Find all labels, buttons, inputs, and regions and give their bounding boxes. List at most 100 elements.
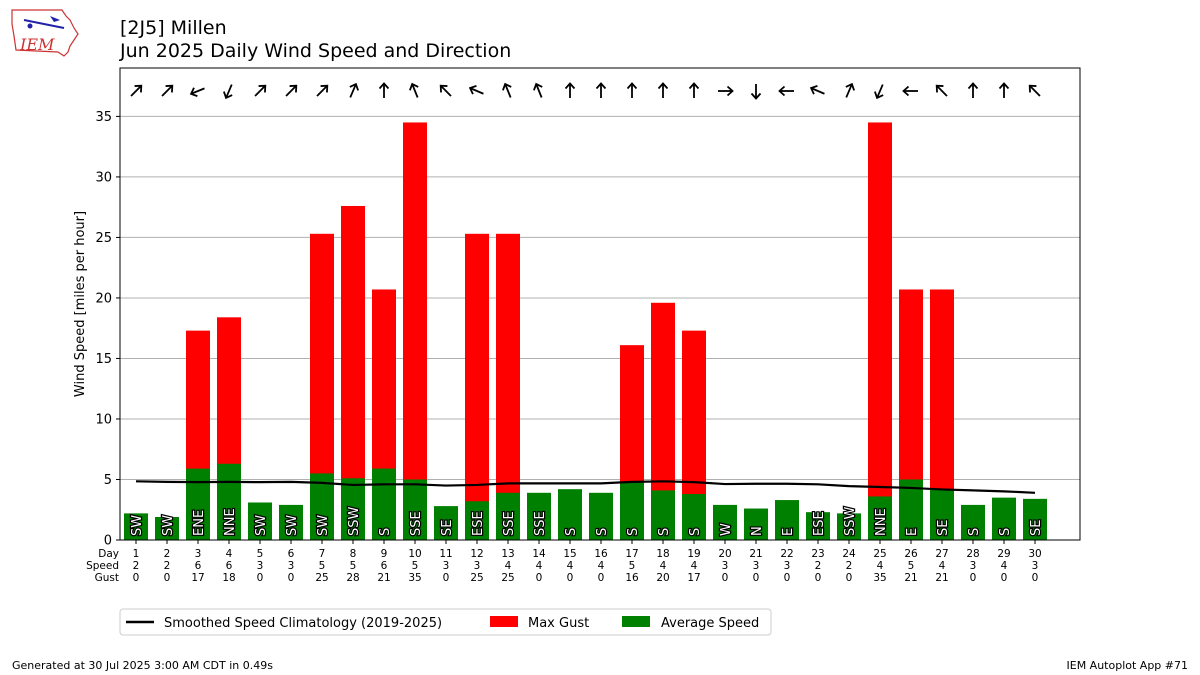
direction-label: SW bbox=[316, 515, 331, 536]
avg-speed-bar bbox=[310, 473, 334, 540]
direction-arrow bbox=[223, 84, 233, 100]
speed-label: 2 bbox=[846, 560, 853, 572]
day-label: 25 bbox=[873, 548, 886, 560]
avg-speed-bar bbox=[620, 481, 644, 540]
speed-label: 3 bbox=[722, 560, 729, 572]
speed-label: 4 bbox=[1001, 560, 1008, 572]
avg-speed-bar bbox=[992, 497, 1016, 540]
day-label: 15 bbox=[563, 548, 576, 560]
avg-speed-bar bbox=[713, 504, 737, 540]
day-label: 20 bbox=[718, 548, 731, 560]
chart-title-period: Jun 2025 Daily Wind Speed and Direction bbox=[120, 40, 512, 62]
y-tick-label: 30 bbox=[95, 170, 112, 185]
app-label: IEM Autoplot App #71 bbox=[1066, 659, 1189, 672]
direction-arrow bbox=[902, 85, 918, 97]
gust-label: 0 bbox=[567, 572, 574, 584]
gust-bar bbox=[403, 122, 427, 540]
direction-arrow bbox=[564, 82, 576, 98]
legend-swatch-avg bbox=[622, 616, 650, 627]
avg-speed-bar bbox=[682, 494, 706, 540]
direction-label: S bbox=[378, 528, 393, 536]
day-label: 16 bbox=[594, 548, 608, 560]
direction-arrow bbox=[809, 85, 825, 95]
y-axis-label: Wind Speed [miles per hour] bbox=[73, 211, 88, 397]
direction-arrow bbox=[349, 82, 359, 98]
speed-label: 3 bbox=[784, 560, 791, 572]
legend-label-gust: Max Gust bbox=[528, 616, 589, 631]
day-label: 18 bbox=[656, 548, 669, 560]
direction-label: S bbox=[595, 528, 610, 536]
day-label: 29 bbox=[997, 548, 1010, 560]
y-tick-label: 10 bbox=[95, 412, 112, 427]
avg-speed-bar bbox=[403, 479, 427, 540]
direction-label: SW bbox=[254, 515, 269, 536]
legend-box bbox=[119, 608, 772, 636]
climatology-layer bbox=[135, 480, 1036, 494]
y-tick-label: 20 bbox=[95, 291, 112, 306]
legend-label-climatology: Smoothed Speed Climatology (2019-2025) bbox=[164, 616, 442, 631]
chart-title-station: [2J5] Millen bbox=[120, 17, 227, 39]
gust-label: 0 bbox=[598, 572, 605, 584]
day-label: 1 bbox=[133, 548, 140, 560]
gust-label: 0 bbox=[970, 572, 977, 584]
direction-label: S bbox=[688, 528, 703, 536]
speed-label: 5 bbox=[319, 560, 326, 572]
gust-bar bbox=[496, 233, 520, 541]
speed-label: 4 bbox=[598, 560, 605, 572]
direction-arrow bbox=[533, 82, 543, 98]
avg-speed-bar bbox=[217, 463, 241, 540]
y-tick-label: 5 bbox=[104, 473, 112, 488]
direction-label: S bbox=[657, 528, 672, 536]
direction-arrow bbox=[254, 84, 267, 97]
speed-label: 4 bbox=[660, 560, 667, 572]
direction-arrow bbox=[1028, 84, 1041, 97]
avg-speed-bar bbox=[465, 501, 489, 540]
direction-arrow bbox=[595, 82, 607, 98]
speed-label: 5 bbox=[629, 560, 636, 572]
avg-speed-bar bbox=[496, 492, 520, 540]
speed-label: 2 bbox=[164, 560, 171, 572]
generated-timestamp: Generated at 30 Jul 2025 3:00 AM CDT in … bbox=[12, 659, 273, 672]
speed-label: 6 bbox=[195, 560, 202, 572]
direction-label: S bbox=[998, 528, 1013, 536]
direction-arrow bbox=[626, 82, 638, 98]
speed-label: 3 bbox=[753, 560, 760, 572]
gust-label: 21 bbox=[935, 572, 948, 584]
avg-speed-bar bbox=[279, 504, 303, 540]
avg-speed-bar bbox=[186, 468, 210, 540]
gust-label: 0 bbox=[722, 572, 729, 584]
gust-label: 35 bbox=[873, 572, 886, 584]
direction-arrow bbox=[468, 85, 484, 95]
direction-arrows-layer bbox=[130, 82, 1041, 100]
gust-label: 17 bbox=[687, 572, 700, 584]
avg-speed-bar bbox=[124, 513, 148, 540]
gust-label: 16 bbox=[625, 572, 639, 584]
gust-label: 21 bbox=[377, 572, 390, 584]
avg-speed-bar bbox=[651, 490, 675, 540]
direction-arrow bbox=[189, 87, 205, 97]
gust-label: 0 bbox=[536, 572, 543, 584]
gust-label: 18 bbox=[222, 572, 235, 584]
direction-label: ESE bbox=[812, 511, 827, 536]
direction-label: SSE bbox=[502, 511, 517, 536]
avg-speed-bar bbox=[930, 489, 954, 540]
speed-label: 3 bbox=[970, 560, 977, 572]
y-tick-label: 0 bbox=[104, 534, 112, 549]
direction-label: SSW bbox=[347, 506, 362, 536]
bars-layer bbox=[124, 122, 1047, 541]
direction-arrow bbox=[874, 84, 884, 100]
direction-arrow bbox=[285, 84, 298, 97]
direction-labels-layer: SW SW ENE NNE SW SW SW SSW S SSE SE ESE SSE SSE S S S S S W… bbox=[129, 505, 1045, 537]
direction-label: SE bbox=[440, 520, 455, 536]
speed-label: 4 bbox=[877, 560, 884, 572]
direction-arrow bbox=[967, 82, 979, 98]
avg-speed-bar bbox=[899, 479, 923, 540]
gust-label: 35 bbox=[408, 572, 421, 584]
gust-label: 0 bbox=[443, 572, 450, 584]
gust-label: 0 bbox=[257, 572, 264, 584]
day-label: 12 bbox=[470, 548, 483, 560]
speed-label: 4 bbox=[567, 560, 574, 572]
direction-label: S bbox=[564, 528, 579, 536]
speed-label: 4 bbox=[691, 560, 698, 572]
